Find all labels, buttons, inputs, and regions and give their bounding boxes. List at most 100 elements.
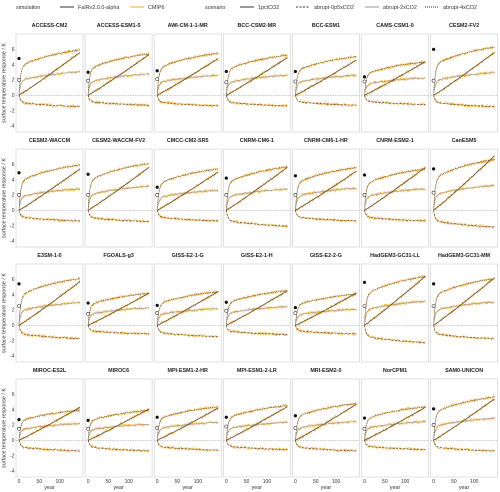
panel-title: CNRM-ESM2-1 (376, 138, 413, 144)
cmip6-half-line (226, 325, 288, 337)
fair-abrupt4x-line (156, 168, 219, 211)
panel-frame (223, 148, 291, 248)
cmip6-4x-line (156, 290, 219, 325)
open-marker (224, 80, 229, 85)
cmip6-4x-line (226, 165, 288, 211)
fair-1pct-line (226, 167, 288, 211)
y-tick-label: -2 (10, 453, 15, 459)
cmip6-1pct-line (88, 166, 150, 211)
fair-1pct-line (226, 290, 288, 326)
cmip6-4x-line (295, 166, 357, 211)
cmip6-half-line (226, 439, 288, 452)
panel-access-cm2: ACCESS-CM2 -4 -2 0 2 4 6 (10, 23, 84, 133)
fair-abrupt0p5x-line (364, 95, 426, 105)
x-axis-label: year (252, 485, 263, 491)
x-tick-label: 0 (18, 479, 21, 485)
panel-frame (430, 378, 498, 478)
panel-frame (223, 263, 291, 363)
fair-abrupt0p5x-line (226, 95, 288, 107)
cmip6-2x-line (295, 73, 357, 95)
fair-abrupt0p5x-line (295, 210, 357, 222)
filled-marker (362, 280, 367, 284)
cmip6-4x-line (295, 291, 357, 325)
open-marker (224, 193, 229, 197)
fair-abrupt4x-line (295, 403, 357, 441)
panel-frame (84, 378, 153, 478)
panel-title: AWI-CM-1-1-MR (168, 23, 208, 29)
x-tick-label: 50 (175, 479, 181, 485)
panel-e3sm-1-0: E3SM-1-0 -4 -2 0 2 4 6 (10, 253, 84, 363)
cmip6-half-line (364, 94, 426, 108)
fair-abrupt4x-line (433, 396, 495, 441)
fair-abrupt4x-line (364, 406, 426, 441)
fair-1pct-line (295, 292, 357, 326)
x-tick-label: 100 (194, 479, 203, 485)
panel-frame (15, 378, 84, 478)
open-marker (17, 78, 21, 82)
legend-half-label: abrupt-0p5xCO2 (314, 5, 354, 11)
filled-marker (155, 415, 159, 419)
fair-abrupt0p5x-line (156, 325, 219, 337)
fair-1pct-line (18, 168, 81, 211)
panel-hadgem3-gc31-mm: HadGEM3-GC31-MM (430, 253, 498, 363)
open-marker (362, 193, 367, 197)
fair-abrupt0p5x-line (226, 440, 288, 450)
open-marker (362, 426, 367, 431)
fair-abrupt4x-line (87, 409, 150, 441)
x-axis-label: year (390, 485, 401, 491)
x-tick-label: 100 (125, 479, 134, 485)
panel-title: CESM2-FV2 (449, 23, 479, 29)
cmip6-4x-line (364, 275, 426, 327)
legend-1pct-label: 1pctCO2 (258, 5, 279, 11)
fair-abrupt0p5x-line (364, 210, 426, 222)
x-axis-label: year (182, 485, 193, 491)
fair-1pct-line (157, 58, 219, 96)
fair-abrupt0p5x-line (18, 210, 81, 222)
cmip6-2x-line (433, 300, 495, 325)
cmip6-1pct-line (433, 398, 495, 441)
fair-abrupt4x-line (364, 168, 426, 211)
y-tick-label: 4 (12, 292, 15, 298)
fair-abrupt2x-line (364, 300, 426, 326)
panel-title: CESM2-WACCM-FV2 (92, 138, 145, 144)
y-tick-label: 0 (12, 93, 15, 99)
cmip6-half-line (18, 210, 81, 223)
fair-1pct-line (87, 54, 150, 96)
fair-1pct-line (433, 155, 495, 211)
panel-bcc-esm1: BCC-ESM1 (292, 23, 360, 133)
fair-abrupt4x-line (87, 53, 150, 96)
fair-abrupt4x-line (226, 54, 288, 96)
panel-title: MRI-ESM2-0 (310, 368, 341, 374)
cmip6-1pct-line (226, 56, 288, 97)
chart-legend: simulation FaIRv2.0.0-alpha CMIP6 scenar… (0, 0, 500, 14)
y-tick-label: 2 (12, 78, 15, 84)
y-tick-label: 0 (12, 208, 15, 214)
fair-abrupt0p5x-line (18, 440, 81, 452)
y-tick-label: 6 (12, 47, 15, 53)
x-tick-label: 50 (106, 479, 112, 485)
filled-marker (224, 415, 228, 419)
panel-bcc-csm2-mr: BCC-CSM2-MR (223, 23, 291, 133)
fair-abrupt2x-line (226, 306, 288, 326)
cmip6-half-line (87, 325, 150, 336)
x-tick-label: 100 (332, 479, 341, 485)
panel-frame (361, 148, 429, 248)
y-tick-label: 6 (12, 162, 15, 168)
fair-abrupt2x-line (364, 77, 426, 96)
fair-abrupt0p5x-line (433, 440, 495, 452)
fair-abrupt4x-line (87, 292, 150, 326)
fair-1pct-line (364, 61, 426, 96)
filled-marker (224, 176, 228, 180)
filled-marker (293, 174, 297, 178)
fair-abrupt4x-line (433, 278, 495, 326)
cmip6-2x-line (87, 305, 150, 325)
fair-abrupt4x-line (156, 406, 219, 441)
cmip6-1pct-line (226, 405, 288, 442)
y-tick-label: 4 (12, 407, 15, 413)
fair-abrupt4x-line (226, 166, 288, 211)
y-tick-label: 4 (12, 62, 15, 68)
cmip6-1pct-line (226, 165, 288, 212)
legend-svg: simulation FaIRv2.0.0-alpha CMIP6 scenar… (16, 5, 477, 11)
fair-1pct-line (157, 407, 219, 441)
